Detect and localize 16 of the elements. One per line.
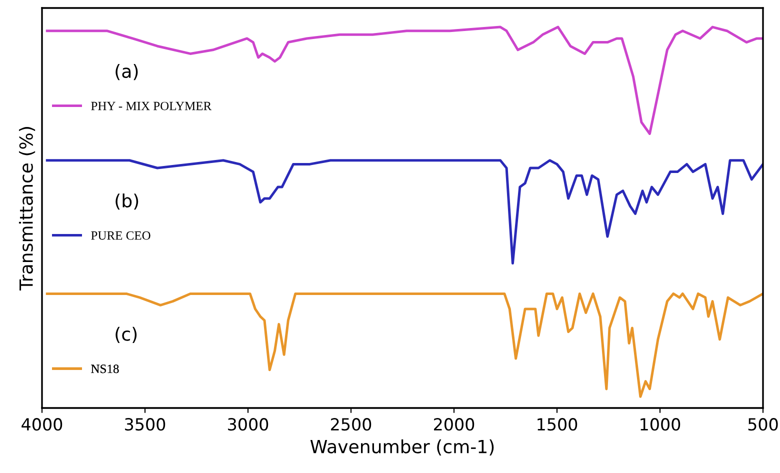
x-axis-title: Wavenumber (cm-1) [310,439,494,456]
x-tick-label: 3000 [228,418,268,431]
y-axis-title: Transmittance (%) [18,127,36,291]
legend-label: NS18 [91,364,119,374]
legend-label: PURE CEO [91,231,150,240]
x-tick-label: 1000 [640,418,680,431]
x-tick-label: 500 [748,418,778,431]
x-tick-label: 2000 [434,418,474,431]
x-tick-label: 4000 [22,418,62,431]
x-tick-label: 3500 [125,418,166,431]
annotation: (b) [116,194,138,210]
annotation: (a) [116,64,138,80]
annotation: (c) [116,326,137,343]
x-tick-label: 2500 [331,418,372,431]
x-tick-label: 1500 [538,418,578,431]
legend-label: PHY - MIX POLYMER [91,102,212,110]
